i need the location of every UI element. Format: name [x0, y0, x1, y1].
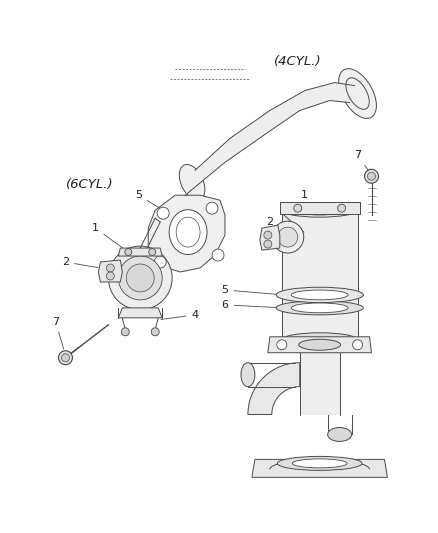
- Circle shape: [126, 264, 154, 292]
- Circle shape: [277, 227, 297, 247]
- Polygon shape: [267, 337, 371, 353]
- Text: 5: 5: [221, 285, 280, 295]
- Circle shape: [154, 256, 166, 268]
- Circle shape: [61, 354, 69, 362]
- Ellipse shape: [281, 203, 357, 217]
- Polygon shape: [299, 353, 339, 415]
- Circle shape: [276, 340, 286, 350]
- Ellipse shape: [298, 340, 340, 350]
- Circle shape: [118, 256, 162, 300]
- Circle shape: [157, 207, 169, 219]
- Polygon shape: [259, 225, 279, 250]
- Polygon shape: [251, 459, 387, 478]
- Circle shape: [151, 328, 159, 336]
- Polygon shape: [98, 260, 122, 282]
- Text: 7: 7: [52, 317, 64, 349]
- Polygon shape: [185, 83, 354, 195]
- Text: 1: 1: [298, 190, 307, 206]
- Circle shape: [352, 340, 362, 350]
- Ellipse shape: [338, 69, 375, 118]
- Circle shape: [106, 264, 114, 272]
- Text: 5: 5: [134, 190, 166, 212]
- Circle shape: [364, 169, 378, 183]
- Ellipse shape: [276, 287, 362, 303]
- Polygon shape: [118, 308, 162, 318]
- Circle shape: [205, 202, 218, 214]
- Circle shape: [293, 204, 301, 212]
- Ellipse shape: [281, 333, 357, 347]
- Circle shape: [263, 240, 271, 248]
- Text: 4: 4: [161, 310, 198, 320]
- Polygon shape: [148, 195, 224, 272]
- Circle shape: [124, 248, 131, 255]
- Ellipse shape: [292, 459, 346, 468]
- Circle shape: [271, 221, 303, 253]
- Ellipse shape: [179, 165, 205, 200]
- Text: 7: 7: [353, 150, 370, 174]
- Ellipse shape: [240, 362, 254, 386]
- Polygon shape: [118, 248, 162, 256]
- Circle shape: [108, 246, 172, 310]
- Text: 2: 2: [266, 217, 273, 230]
- Circle shape: [121, 328, 129, 336]
- Polygon shape: [281, 210, 357, 340]
- Text: (4CYL.): (4CYL.): [274, 55, 321, 68]
- Circle shape: [367, 172, 374, 180]
- Ellipse shape: [327, 427, 351, 441]
- Text: 1: 1: [92, 223, 126, 251]
- Ellipse shape: [169, 209, 207, 255]
- Circle shape: [148, 248, 155, 255]
- Circle shape: [263, 231, 271, 239]
- Text: 6: 6: [221, 300, 280, 310]
- Ellipse shape: [290, 290, 347, 300]
- Polygon shape: [279, 202, 359, 214]
- Circle shape: [106, 272, 114, 280]
- Circle shape: [337, 204, 345, 212]
- Polygon shape: [247, 362, 299, 415]
- Ellipse shape: [276, 301, 362, 315]
- Circle shape: [212, 249, 223, 261]
- Circle shape: [58, 351, 72, 365]
- Ellipse shape: [290, 303, 347, 313]
- Text: (6CYL.): (6CYL.): [66, 177, 114, 191]
- Ellipse shape: [277, 456, 361, 470]
- Text: 2: 2: [62, 257, 97, 268]
